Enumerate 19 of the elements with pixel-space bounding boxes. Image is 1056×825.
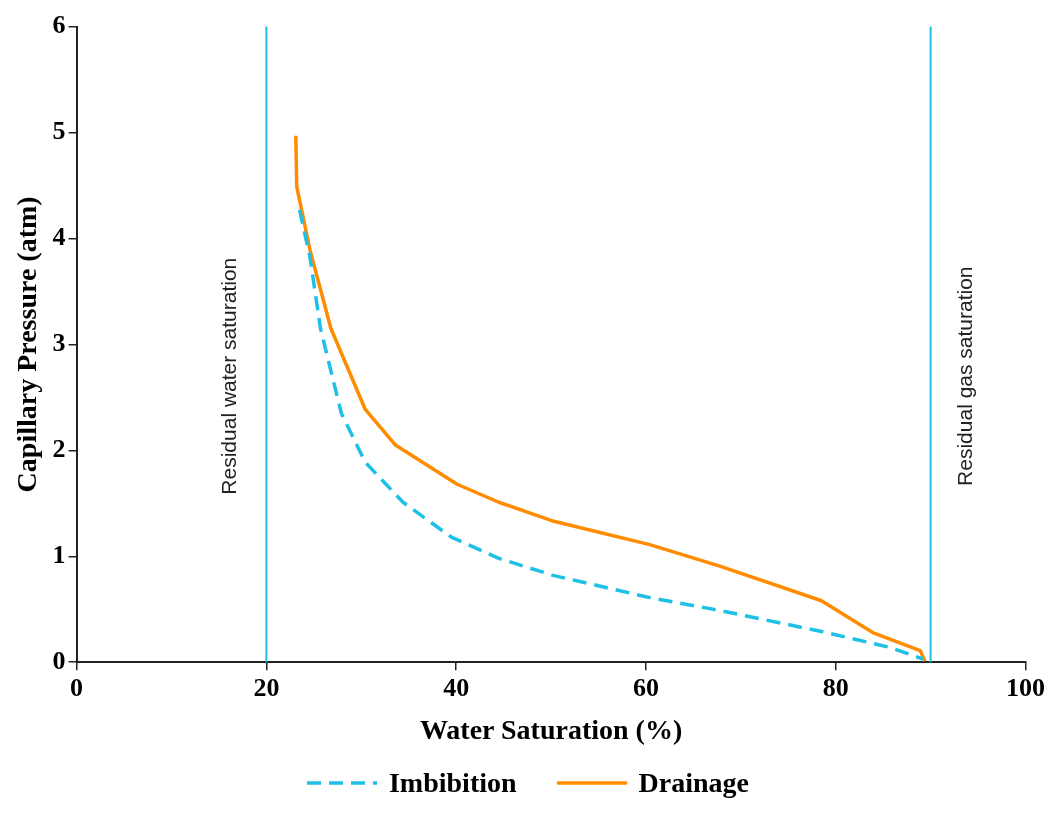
y-tick-label: 0 [52, 645, 66, 675]
x-tick-label: 40 [443, 672, 470, 702]
x-tick-label: 60 [632, 672, 659, 702]
x-tick-label: 80 [822, 672, 849, 702]
x-axis-title: Water Saturation (%) [419, 714, 683, 746]
y-tick-label: 3 [52, 328, 66, 358]
y-tick-label: 4 [52, 222, 66, 252]
y-tick-label: 5 [52, 116, 66, 146]
ref-line-label: Residual gas saturation [953, 266, 977, 486]
legend-label: Imbibition [388, 767, 517, 799]
y-axis-title: Capillary Pressure (atm) [11, 196, 43, 493]
line-series [297, 208, 925, 661]
x-tick-label: 20 [253, 672, 280, 702]
y-tick-label: 1 [52, 539, 66, 569]
y-tick-label: 6 [52, 10, 66, 40]
ref-line-label: Residual water saturation [217, 257, 241, 495]
legend-label: Drainage [638, 767, 750, 799]
x-tick-label: 100 [1006, 672, 1045, 702]
y-tick-label: 2 [52, 434, 66, 464]
